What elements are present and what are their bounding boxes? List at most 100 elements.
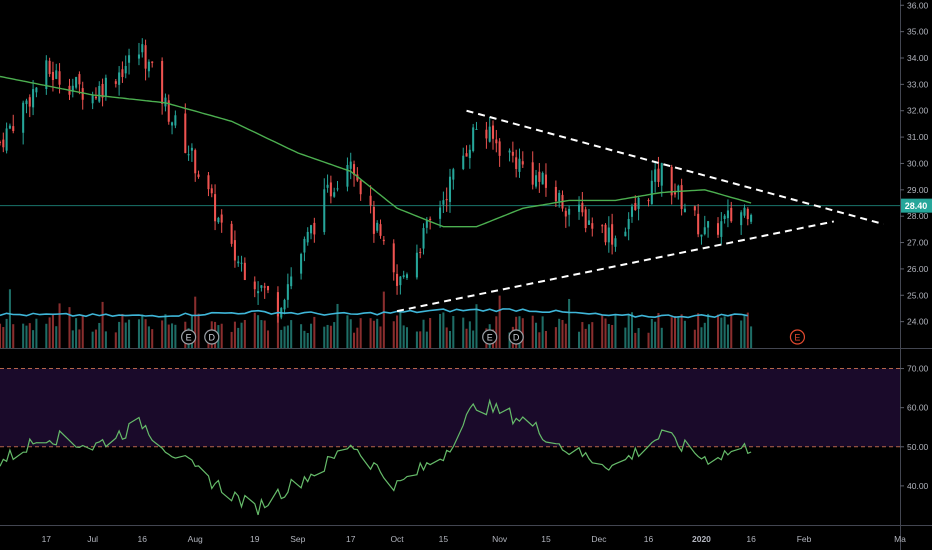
candle-body[interactable]: [8, 125, 11, 129]
candle-body[interactable]: [730, 207, 733, 222]
event-marker-circle[interactable]: [508, 329, 524, 345]
candle-body[interactable]: [442, 200, 445, 205]
candle-body[interactable]: [91, 95, 94, 104]
candle-body[interactable]: [75, 77, 78, 88]
event-marker-E[interactable]: E: [482, 329, 498, 345]
candle-body[interactable]: [439, 207, 442, 219]
event-marker-E[interactable]: E: [789, 329, 806, 345]
candle-body[interactable]: [726, 210, 729, 219]
candle-body[interactable]: [535, 175, 538, 187]
candle-body[interactable]: [51, 71, 54, 81]
candle-body[interactable]: [161, 61, 164, 104]
candle-body[interactable]: [396, 273, 399, 286]
candle-body[interactable]: [48, 60, 51, 75]
candle-body[interactable]: [587, 220, 590, 225]
event-marker-D[interactable]: D: [508, 329, 524, 345]
candle-body[interactable]: [171, 122, 174, 126]
candle-body[interactable]: [405, 274, 409, 278]
candle-body[interactable]: [627, 218, 630, 230]
candle-body[interactable]: [531, 162, 534, 185]
candle-body[interactable]: [475, 128, 478, 130]
event-marker-circle[interactable]: [482, 329, 498, 345]
candle-body[interactable]: [260, 285, 263, 288]
candle-body[interactable]: [25, 100, 28, 105]
event-marker-circle[interactable]: [789, 329, 806, 345]
candle-body[interactable]: [353, 164, 356, 175]
candle-body[interactable]: [118, 72, 121, 85]
candle-body[interactable]: [151, 61, 154, 63]
candle-body[interactable]: [58, 71, 61, 85]
candle-body[interactable]: [693, 206, 696, 211]
candle-body[interactable]: [607, 227, 610, 243]
candle-body[interactable]: [703, 227, 706, 235]
candle-body[interactable]: [253, 281, 256, 290]
candle-body[interactable]: [329, 182, 332, 197]
candle-body[interactable]: [98, 85, 101, 102]
candle-body[interactable]: [538, 171, 541, 182]
candle-body[interactable]: [114, 81, 117, 84]
candle-body[interactable]: [326, 184, 329, 188]
candle-body[interactable]: [673, 192, 677, 195]
candle-body[interactable]: [207, 175, 210, 190]
candle-body[interactable]: [647, 200, 650, 202]
candle-body[interactable]: [141, 44, 144, 53]
candle-body[interactable]: [634, 203, 637, 210]
candle-body[interactable]: [313, 222, 316, 235]
candle-body[interactable]: [498, 141, 501, 156]
candle-body[interactable]: [670, 166, 673, 196]
candle-body[interactable]: [306, 231, 309, 243]
candle-body[interactable]: [333, 192, 336, 197]
candle-body[interactable]: [425, 220, 428, 228]
candle-body[interactable]: [654, 169, 657, 182]
candle-body[interactable]: [399, 276, 402, 286]
candle-body[interactable]: [12, 126, 15, 132]
candle-body[interactable]: [541, 172, 544, 185]
candle-body[interactable]: [591, 223, 594, 229]
candle-body[interactable]: [716, 223, 720, 235]
candle-body[interactable]: [55, 70, 58, 79]
candle-body[interactable]: [624, 231, 627, 237]
candle-body[interactable]: [194, 150, 197, 174]
candle-body[interactable]: [28, 97, 31, 107]
candle-body[interactable]: [101, 83, 104, 98]
candle-body[interactable]: [491, 125, 495, 139]
candle-body[interactable]: [310, 225, 313, 234]
candle-body[interactable]: [283, 299, 286, 310]
candle-body[interactable]: [217, 217, 220, 223]
candle-body[interactable]: [376, 222, 379, 231]
candle-body[interactable]: [415, 252, 418, 278]
candle-body[interactable]: [700, 234, 703, 237]
candle-body[interactable]: [578, 204, 581, 212]
candle-body[interactable]: [257, 291, 260, 294]
candle-body[interactable]: [515, 157, 518, 169]
candle-body[interactable]: [290, 276, 293, 287]
candle-body[interactable]: [35, 87, 38, 93]
candle-body[interactable]: [379, 224, 382, 236]
candle-body[interactable]: [465, 153, 468, 157]
candle-body[interactable]: [485, 129, 488, 139]
candle-body[interactable]: [584, 209, 587, 229]
candle-body[interactable]: [144, 45, 147, 69]
candle-body[interactable]: [121, 69, 124, 78]
candle-body[interactable]: [346, 165, 349, 187]
candle-body[interactable]: [518, 158, 521, 172]
candle-body[interactable]: [472, 127, 475, 151]
candle-body[interactable]: [369, 195, 372, 206]
candle-body[interactable]: [448, 176, 452, 202]
candle-body[interactable]: [382, 239, 385, 242]
candle-body[interactable]: [604, 224, 607, 243]
candle-body[interactable]: [214, 194, 217, 222]
candle-body[interactable]: [508, 150, 511, 153]
candle-body[interactable]: [220, 214, 223, 223]
candle-body[interactable]: [81, 88, 84, 100]
candle-body[interactable]: [124, 66, 127, 74]
candle-body[interactable]: [657, 168, 660, 182]
candle-body[interactable]: [22, 102, 25, 133]
candle-body[interactable]: [614, 238, 617, 247]
candle-body[interactable]: [419, 252, 422, 254]
candle-body[interactable]: [78, 74, 81, 85]
candle-body[interactable]: [680, 185, 683, 209]
candle-body[interactable]: [184, 113, 187, 153]
candle-body[interactable]: [323, 189, 326, 233]
candle-body[interactable]: [601, 225, 604, 227]
